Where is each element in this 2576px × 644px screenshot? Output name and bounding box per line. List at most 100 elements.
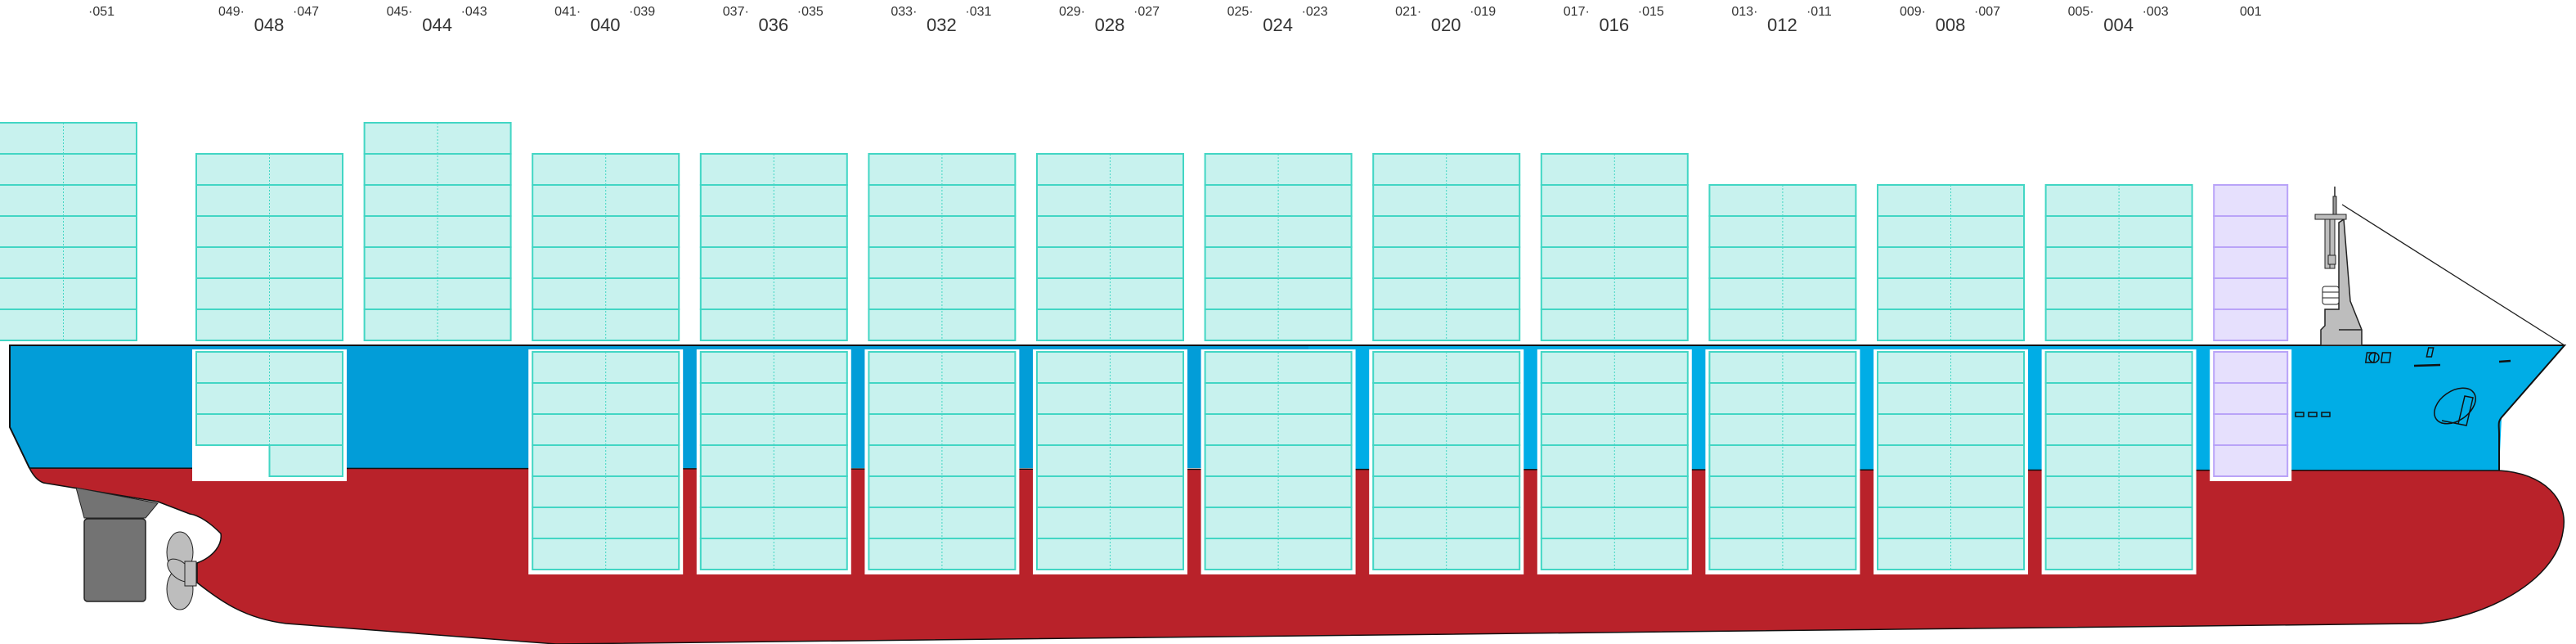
hold-stack-008 <box>1877 351 2025 570</box>
container-slot[interactable] <box>868 538 1016 570</box>
container-slot[interactable] <box>1708 351 1857 384</box>
odd-bay-label: ·039 <box>629 5 655 19</box>
hold-stack-016 <box>1540 351 1689 570</box>
container-slot[interactable] <box>532 413 680 446</box>
container-slot[interactable] <box>363 308 512 341</box>
container-slot[interactable] <box>2213 413 2289 446</box>
hold-stack-012 <box>1708 351 1857 570</box>
container-slot[interactable] <box>2213 184 2289 217</box>
container-slot[interactable] <box>2213 277 2289 310</box>
deck-stack-051 <box>0 122 137 341</box>
hold-stack-001 <box>2213 351 2289 477</box>
container-slot[interactable] <box>195 153 343 186</box>
container-slot[interactable] <box>363 184 512 217</box>
deck-stack-012 <box>1708 184 1857 341</box>
odd-bay-label: 009· <box>1900 5 1926 19</box>
container-slot[interactable] <box>0 153 137 186</box>
container-slot[interactable] <box>532 215 680 248</box>
hold-stack-024 <box>1204 351 1353 570</box>
odd-bay-label: 005· <box>2068 5 2094 19</box>
even-bay-label: 016 <box>1599 15 1629 35</box>
container-slot[interactable] <box>532 538 680 570</box>
container-slot[interactable] <box>0 215 137 248</box>
container-slot[interactable] <box>0 308 137 341</box>
deck-bays <box>0 122 2289 341</box>
odd-bay-label: ·011 <box>1806 5 1832 19</box>
container-slot[interactable] <box>1708 184 1857 217</box>
container-slot[interactable] <box>1036 153 1184 186</box>
container-slot[interactable] <box>2213 382 2289 415</box>
container-slot[interactable] <box>2213 215 2289 248</box>
odd-bay-label: 021· <box>1395 5 1421 19</box>
deck-stack-008 <box>1877 184 2025 341</box>
bow-markings <box>2295 347 2511 426</box>
container-slot[interactable] <box>1708 246 1857 279</box>
container-slot[interactable] <box>2213 351 2289 384</box>
container-slot[interactable] <box>1540 413 1689 446</box>
odd-bay-label: ·015 <box>1638 5 1664 19</box>
container-slot[interactable] <box>1204 215 1353 248</box>
container-slot[interactable] <box>2044 308 2193 341</box>
deck-stack-032 <box>868 153 1016 341</box>
deck-stack-040 <box>532 153 680 341</box>
container-slot[interactable] <box>868 475 1016 508</box>
deck-stack-044 <box>363 122 512 341</box>
even-bay-label: 044 <box>422 15 452 35</box>
container-slot[interactable] <box>268 444 343 477</box>
container-slot[interactable] <box>532 277 680 310</box>
container-slot[interactable] <box>699 153 848 186</box>
deck-stack-048 <box>195 153 343 341</box>
container-slot[interactable] <box>532 475 680 508</box>
hold-stack-028 <box>1036 351 1184 570</box>
bay-labels: ·051 049· ·047 048 045· ·043 044 041· ·039 040 037… <box>88 5 2262 35</box>
container-slot[interactable] <box>699 538 848 570</box>
odd-bay-label: 029· <box>1059 5 1085 19</box>
container-slot[interactable] <box>1204 538 1353 570</box>
even-bay-label: 028 <box>1095 15 1125 35</box>
container-slot[interactable] <box>0 122 137 155</box>
container-slot[interactable] <box>1877 538 2025 570</box>
container-slot[interactable] <box>1204 413 1353 446</box>
container-slot[interactable] <box>868 153 1016 186</box>
container-slot[interactable] <box>195 413 343 446</box>
container-slot[interactable] <box>1204 475 1353 508</box>
even-bay-label: 032 <box>927 15 957 35</box>
container-slot[interactable] <box>1540 277 1689 310</box>
container-slot[interactable] <box>1877 184 2025 217</box>
container-slot[interactable] <box>2044 413 2193 446</box>
odd-bay-label: ·023 <box>1302 5 1328 19</box>
container-slot[interactable] <box>195 215 343 248</box>
even-bay-label: 020 <box>1431 15 1461 35</box>
container-slot[interactable] <box>0 246 137 279</box>
container-slot[interactable] <box>0 184 137 217</box>
deck-stack-001 <box>2213 184 2289 341</box>
rudder-blade <box>83 518 146 602</box>
odd-bay-label: 049· <box>218 5 245 19</box>
container-slot[interactable] <box>1708 413 1857 446</box>
container-slot[interactable] <box>2213 308 2289 341</box>
even-bay-label: 012 <box>1767 15 1797 35</box>
container-slot[interactable] <box>2213 246 2289 279</box>
container-slot[interactable] <box>1540 153 1689 186</box>
odd-bay-label: ·003 <box>2143 5 2169 19</box>
container-slot[interactable] <box>1877 246 2025 279</box>
container-slot[interactable] <box>363 122 512 155</box>
container-slot[interactable] <box>868 215 1016 248</box>
hold-stack-036 <box>699 351 848 570</box>
even-bay-label: 024 <box>1263 15 1293 35</box>
container-slot[interactable] <box>1204 351 1353 384</box>
container-slot[interactable] <box>1708 538 1857 570</box>
container-slot[interactable] <box>699 475 848 508</box>
container-slot[interactable] <box>1372 277 1521 310</box>
container-slot[interactable] <box>532 153 680 186</box>
even-bay-label: 040 <box>590 15 621 35</box>
odd-bay-label: 033· <box>891 5 917 19</box>
container-slot[interactable] <box>2213 444 2289 477</box>
container-slot[interactable] <box>1036 351 1184 384</box>
odd-bay-label: 025· <box>1227 5 1254 19</box>
odd-bay-label: ·035 <box>797 5 824 19</box>
odd-bay-label: ·027 <box>1133 5 1160 19</box>
container-slot[interactable] <box>1204 277 1353 310</box>
container-slot[interactable] <box>0 277 137 310</box>
